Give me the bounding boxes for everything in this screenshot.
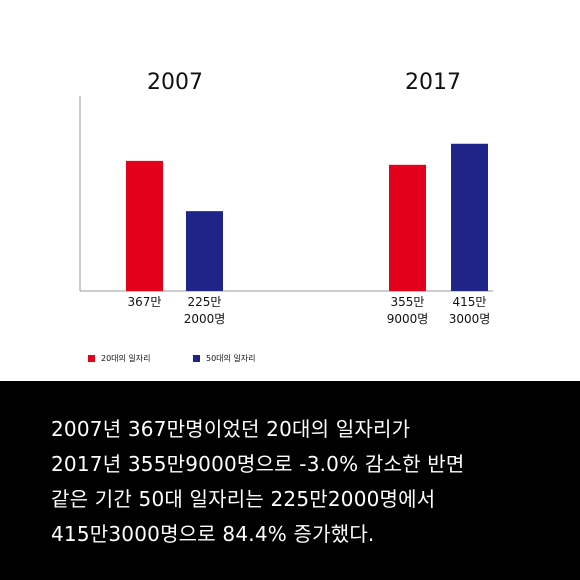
legend-label-20s: 20대의 일자리 (101, 353, 151, 363)
caption-line-4: 415만3000명으로 84.4% 증가했다. (51, 522, 375, 546)
bar-2007-20s (126, 160, 163, 291)
legend-label-50s: 50대의 일자리 (206, 353, 256, 363)
bar-chart: 2007 2017 367만 225만 2000명 355만 9000명 415만 3000명 (79, 70, 493, 326)
caption-line-1: 2007년 367만명이었던 20대의 일자리가 (51, 417, 411, 441)
bar-label-2007-50s-line1: 225만 (188, 295, 222, 309)
caption-panel: 2007년 367만명이었던 20대의 일자리가 2017년 355만9000명… (0, 381, 580, 580)
bar-2017-20s (389, 164, 426, 291)
group-label-2017: 2017 (405, 70, 461, 95)
group-label-2007: 2007 (147, 70, 203, 95)
bar-label-2007-50s-line2: 2000명 (184, 312, 226, 326)
legend-swatch-20s (88, 354, 95, 362)
bar-label-2017-20s-line2: 9000명 (387, 312, 429, 326)
legend-swatch-50s (193, 354, 200, 362)
bar-label-2017-20s-line1: 355만 (391, 295, 425, 309)
bar-2007-50s (186, 211, 223, 291)
legend-item-50s: 50대의 일자리 (193, 351, 256, 365)
bar-label-2017-50s-line1: 415만 (453, 295, 487, 309)
caption-line-3: 같은 기간 50대 일자리는 225만2000명에서 (51, 487, 436, 511)
bar-2017-50s (451, 143, 488, 291)
bar-label-2007-20s-line1: 367만 (128, 295, 162, 309)
caption-line-2: 2017년 355만9000명으로 -3.0% 감소한 반면 (51, 452, 465, 476)
legend-item-20s: 20대의 일자리 (88, 351, 151, 365)
bar-label-2017-50s-line2: 3000명 (449, 312, 491, 326)
